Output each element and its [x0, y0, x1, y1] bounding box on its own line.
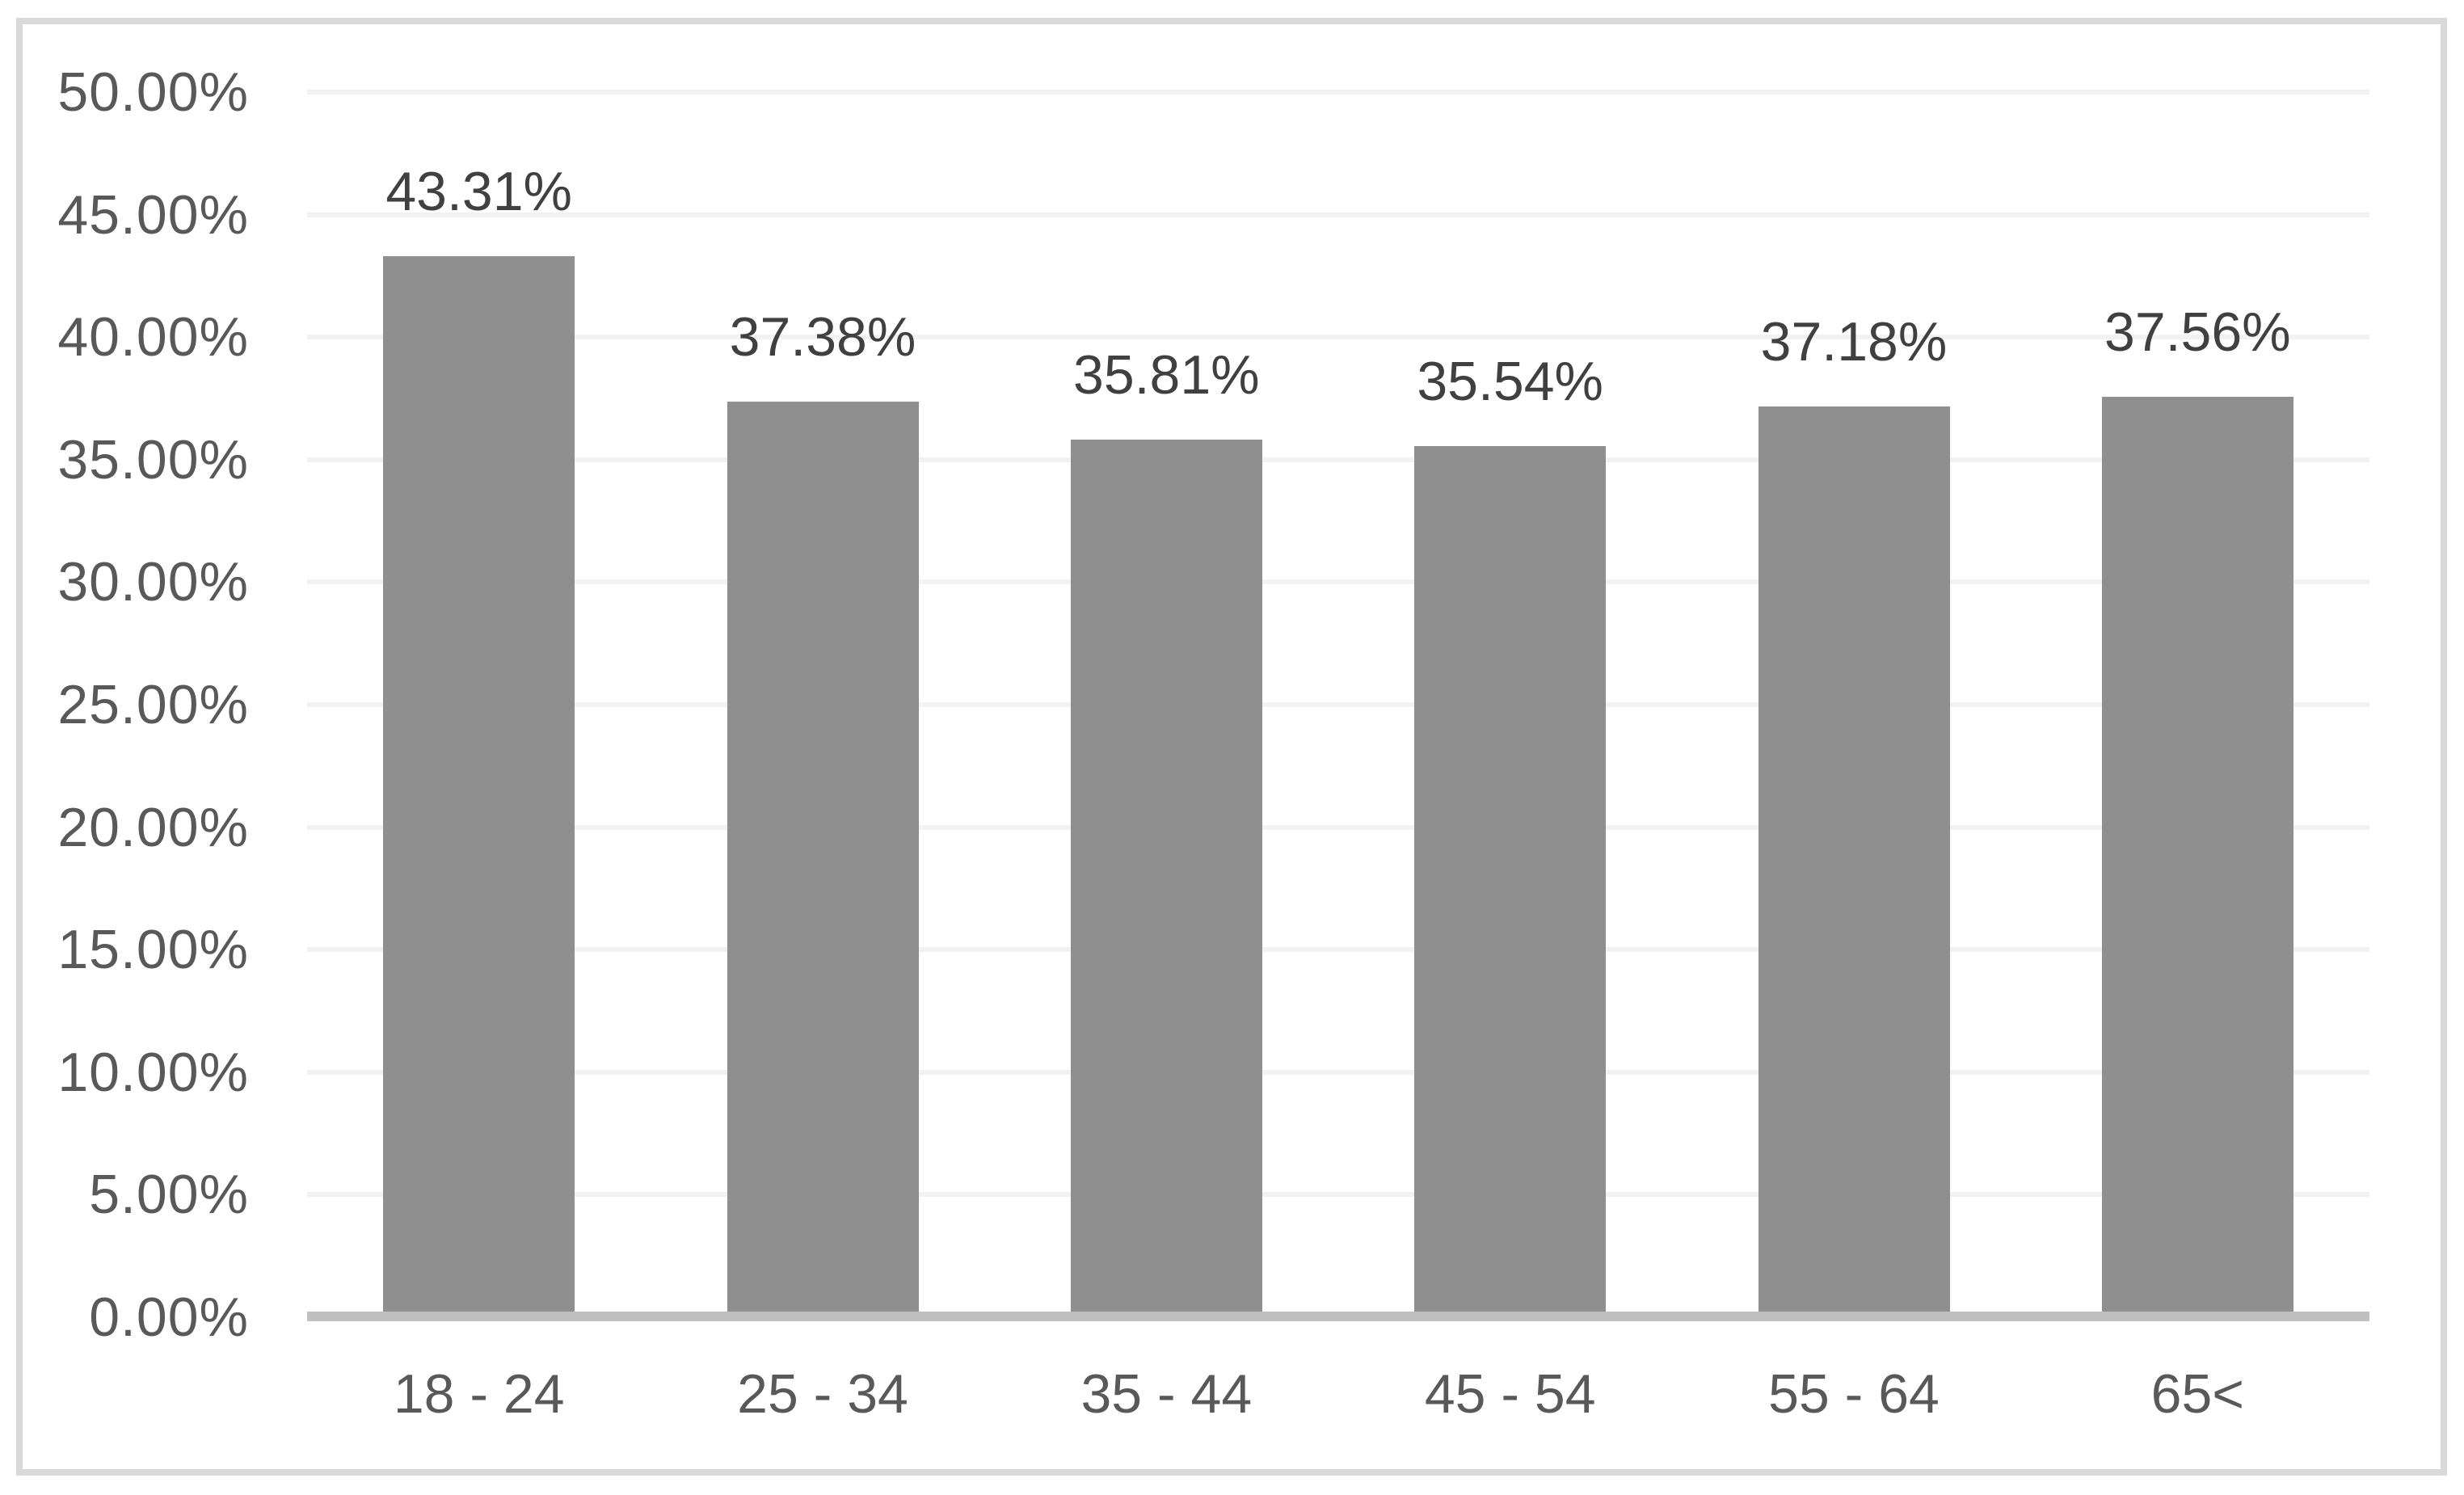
gridline — [307, 702, 2369, 707]
bar-data-label: 35.81% — [1073, 344, 1260, 406]
bar-data-label: 35.54% — [1417, 351, 1603, 413]
y-axis-tick-label: 50.00% — [57, 61, 249, 123]
gridline — [307, 824, 2369, 830]
gridline — [307, 579, 2369, 585]
bar — [1758, 406, 1950, 1317]
y-axis-tick-label: 10.00% — [57, 1041, 249, 1103]
gridline — [307, 335, 2369, 340]
y-axis-tick-label: 5.00% — [89, 1164, 249, 1226]
bar-data-label: 43.31% — [385, 160, 572, 222]
y-axis-tick-label: 0.00% — [89, 1287, 249, 1348]
y-axis-tick-label: 45.00% — [57, 183, 249, 246]
x-axis-line — [307, 1312, 2369, 1321]
bar — [1070, 440, 1262, 1317]
gridline — [307, 1069, 2369, 1075]
bar-data-label: 37.18% — [1760, 310, 1948, 373]
x-axis-category-label: 45 - 54 — [1424, 1363, 1596, 1425]
bar — [727, 401, 919, 1317]
chart-border-frame — [16, 18, 2447, 1476]
gridline — [307, 457, 2369, 462]
x-axis-category-label: 65< — [2150, 1363, 2244, 1425]
gridline — [307, 90, 2369, 95]
y-axis-tick-label: 20.00% — [57, 796, 249, 858]
gridline — [307, 1192, 2369, 1198]
gridline — [307, 212, 2369, 217]
y-axis-tick-label: 30.00% — [57, 551, 249, 613]
bar — [383, 255, 575, 1317]
bar — [2101, 397, 2293, 1317]
bar-data-label: 37.38% — [729, 305, 916, 368]
y-axis-tick-label: 35.00% — [57, 428, 249, 491]
y-axis-tick-label: 15.00% — [57, 919, 249, 981]
bar — [1414, 446, 1607, 1317]
gridline — [307, 947, 2369, 953]
x-axis-category-label: 55 - 64 — [1768, 1363, 1940, 1425]
y-axis-tick-label: 40.00% — [57, 306, 249, 368]
x-axis-category-label: 25 - 34 — [737, 1363, 908, 1425]
x-axis-category-label: 35 - 44 — [1080, 1363, 1253, 1425]
y-axis-tick-label: 25.00% — [57, 674, 249, 735]
x-axis-category-label: 18 - 24 — [393, 1363, 565, 1425]
bar-data-label: 37.56% — [2104, 301, 2291, 364]
